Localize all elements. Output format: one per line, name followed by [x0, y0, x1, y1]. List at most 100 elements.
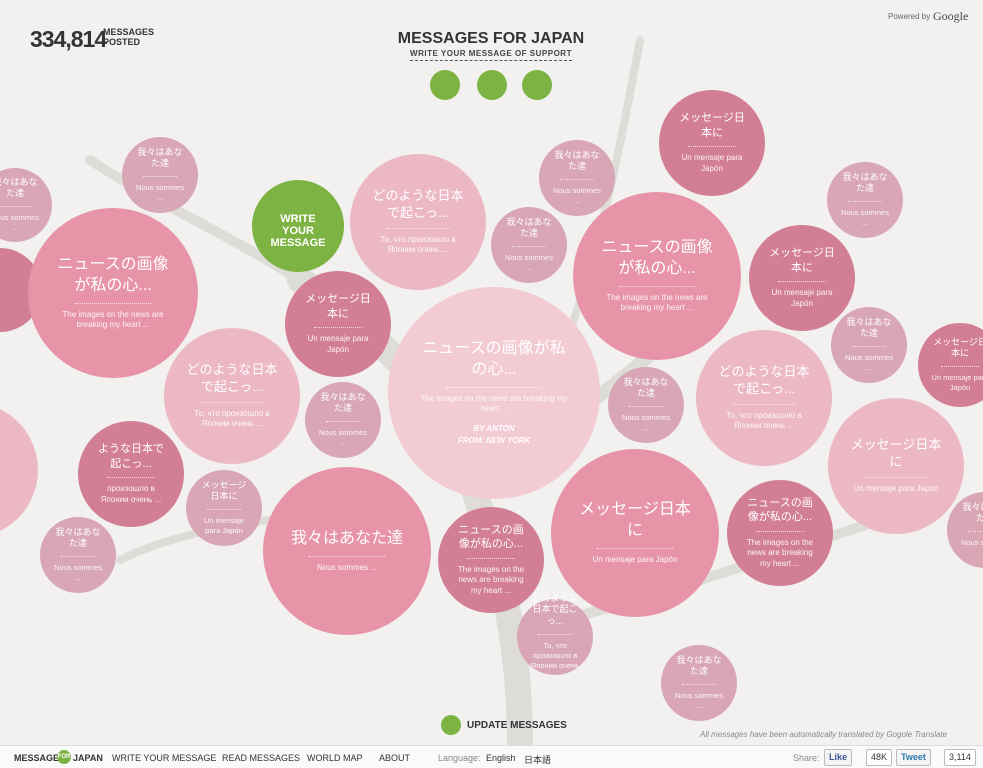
bubble-author: BY ANTON FROM: NEW YORK [458, 423, 530, 447]
bubble-text: The images on the news are breaking my h… [457, 564, 525, 596]
bubble-text: Nous sommes ... [136, 183, 184, 203]
bubble-title: 我々はあなた達 [962, 501, 983, 524]
nav-link[interactable]: WORLD MAP [307, 753, 363, 763]
message-bubble[interactable]: どのような日本で起こっ... То, что произошло в Японии… [517, 593, 593, 680]
bubble-divider [537, 633, 573, 635]
bubble-divider [387, 227, 449, 229]
bubble-divider [865, 476, 927, 478]
bubble-text: Nous sommes ... [319, 428, 367, 448]
author-from: FROM: NEW YORK [457, 436, 531, 446]
bubble-title: 我々はあなた達 [676, 654, 722, 677]
bubble-divider [206, 509, 242, 511]
nav-link[interactable]: WRITE YOUR MESSAGE [112, 753, 217, 763]
bubble-divider [467, 557, 515, 559]
google-logo: Google [933, 9, 969, 23]
like-button[interactable]: Like [824, 749, 853, 766]
bubble-text: То, что произошло в Японии очень ... [380, 234, 456, 255]
subtitle-text: WRITE YOUR MESSAGE OF SUPPORT [410, 49, 572, 61]
nav-link[interactable]: ABOUT [379, 753, 411, 763]
bubble-text: Nous sommes ... [54, 563, 102, 583]
write-icon[interactable] [430, 70, 460, 100]
message-bubble[interactable]: ような日本で起こっ... произошло в Японии очень ... [78, 421, 184, 527]
message-bubble[interactable]: ニュースの画像が私の心... The images on the news are… [573, 192, 741, 360]
bubble-text: То, что произошло в Японии очень ... [726, 410, 802, 431]
bubble-text: Nous sommes ... [841, 208, 889, 228]
bubble-divider [941, 366, 979, 368]
write-label: WRITE YOUR MESSAGE [270, 212, 326, 250]
message-bubble[interactable]: メッセージ日本に Un mensaje para Japón [285, 271, 391, 377]
bubble-divider [107, 477, 155, 478]
language-label: Language: [438, 753, 481, 763]
like-count: 48K [866, 749, 893, 766]
bubble-divider [201, 401, 263, 403]
bubble-title: 我々はあなた達 [554, 149, 600, 172]
update-icon[interactable] [441, 715, 461, 735]
language-option[interactable]: English [486, 753, 516, 763]
bubble-text: Un mensaje para Japón [307, 334, 369, 354]
message-bubble[interactable]: メッセージ日本に Un mensaje para Japón [659, 90, 765, 196]
bubble-title: 我々はあなた達 [506, 216, 552, 239]
bubble-title: メッセージ日本に [679, 112, 745, 139]
message-bubble[interactable]: どのような日本で起こっ... То, что произошло в Японии… [350, 154, 486, 290]
message-bubble[interactable]: メッセージ日本に Un mensaje para Japón [551, 449, 719, 617]
logo-messages: MESSAGES [14, 753, 66, 763]
message-bubble[interactable]: 我々はあなた達 Nous sommes ... [539, 140, 615, 216]
bubble-divider [688, 146, 736, 147]
count-label: MESSAGES POSTED [103, 27, 155, 47]
bubble-divider [733, 403, 795, 405]
map-icon[interactable] [522, 70, 552, 100]
message-bubble[interactable]: 我々はあなた達 Nous sommes ... [263, 467, 431, 635]
bubble-text: The images on the news are breaking my h… [420, 393, 568, 414]
bubble-title: ニュースの画像が私の心... [601, 238, 713, 277]
bubble-text: The images on the news are breaking my h… [746, 537, 814, 569]
nav-link[interactable]: READ MESSAGES [222, 753, 301, 763]
bubble-text: Nous sommes ... [845, 353, 893, 373]
footer: MESSAGES FOR JAPAN WRITE YOUR MESSAGE RE… [0, 745, 983, 768]
language-option[interactable]: 日本語 [524, 755, 552, 765]
message-bubble[interactable]: 我々はあなた達 Nous sommes ... [305, 382, 381, 458]
message-bubble[interactable]: メッセージ日本に Un mensaje para Japón [186, 470, 262, 546]
bubble-title: メッセージ日本に [933, 336, 983, 359]
bubble-divider [142, 176, 178, 178]
bubble-title: どのような日本で起こっ... [532, 592, 578, 627]
message-bubble[interactable]: 我々はあなた達 Nous sommes ... [827, 162, 903, 238]
bubble-divider [967, 531, 983, 533]
update-messages[interactable]: UPDATE MESSAGES [467, 720, 567, 731]
share-label: Share: [793, 753, 820, 763]
bubble-title: 我々はあなた達 [0, 176, 38, 199]
bubble-text: The images on the news are breaking my h… [606, 292, 708, 313]
message-bubble[interactable]: 我々はあなた達 Nous sommes ... [661, 645, 737, 721]
write-message-button[interactable]: WRITE YOUR MESSAGE [252, 180, 344, 272]
message-bubble[interactable]: どのような日本で起こっ... То, что произошло в Японии… [164, 328, 300, 464]
bubble-title: 我々はあなた達 [623, 376, 669, 399]
message-bubble[interactable]: 我々はあなた達 Nous sommes ... [122, 137, 198, 213]
bubble-title: 我々はあなた達 [290, 529, 403, 547]
bubble-divider [309, 555, 385, 557]
bubble-title: メッセージ日本に [305, 293, 371, 320]
read-icon[interactable] [477, 70, 507, 100]
bubble-divider [619, 285, 695, 287]
bubble-divider [597, 547, 673, 549]
bubble-divider [446, 386, 542, 388]
message-bubble[interactable]: 我々はあなた達 Nous sommes ... [608, 367, 684, 443]
bubble-text: Un mensaje para Japón [931, 373, 983, 393]
message-bubble[interactable]: ニュースの画像が私の心... The images on the news are… [28, 208, 198, 378]
message-bubble[interactable]: メッセージ日本に Un mensaje para Japón [749, 225, 855, 331]
logo-for: FOR [57, 750, 71, 764]
message-bubble[interactable]: 我々はあなた達 Nous sommes ... [491, 207, 567, 283]
message-bubble[interactable]: メッセージ日本に Un mensaje para Japón [918, 323, 983, 407]
message-bubble[interactable]: 我々はあなた達 Nous sommes ... [831, 307, 907, 383]
bubble-title: ニュースの画像が私の心... [458, 524, 524, 551]
bubble-divider [681, 684, 717, 686]
message-bubble[interactable]: 我々はあなた達 Nous sommes ... [40, 517, 116, 593]
message-bubble[interactable]: どのような日本で起こっ... То, что произошло в Японии… [696, 330, 832, 466]
message-bubble[interactable]: ニュースの画像が私の心... The images on the news are… [438, 507, 544, 613]
bubble-title: どのような日本で起こっ... [186, 361, 278, 394]
message-bubble[interactable]: ニュースの画像が私の心... The images on the news are… [727, 480, 833, 586]
tweet-button[interactable]: Tweet [896, 749, 931, 766]
bubble-text: Un mensaje para Japón [592, 554, 678, 564]
message-bubble[interactable]: ニュースの画像が私の心... The images on the news are… [388, 287, 600, 499]
message-bubble[interactable]: メッセージ日本に Un mensaje para Japón [828, 398, 964, 534]
bubble-text: Un mensaje para Japón [771, 288, 833, 308]
bubble-divider [559, 179, 595, 181]
